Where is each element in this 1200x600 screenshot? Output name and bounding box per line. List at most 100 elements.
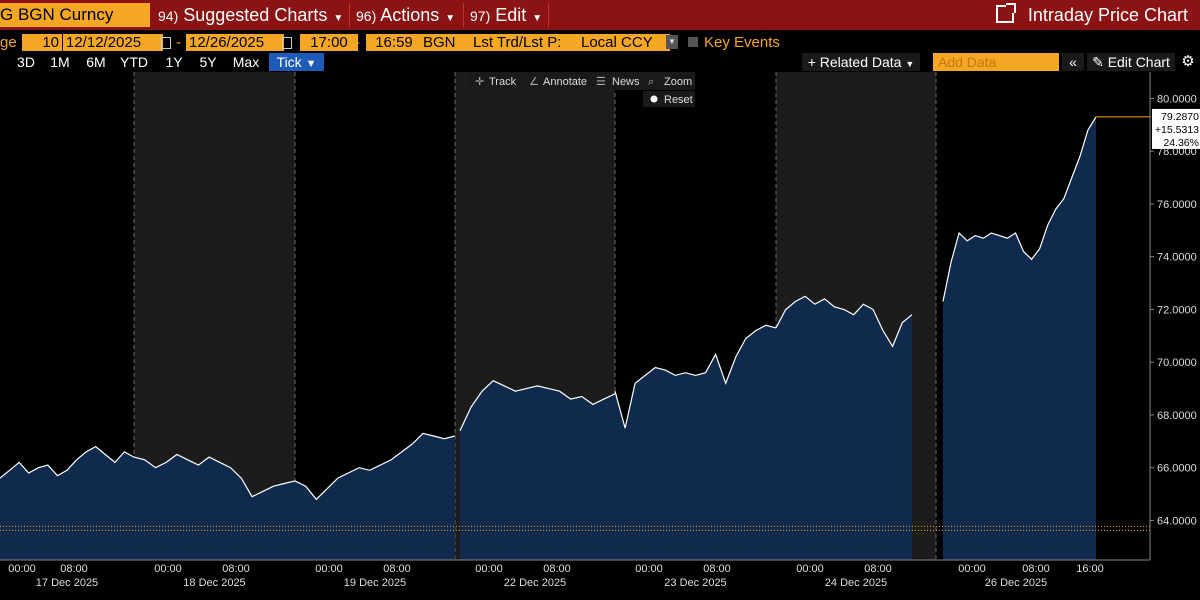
- last-value-price: 79.2870: [1161, 111, 1199, 123]
- range-button-ytd[interactable]: YTD: [120, 54, 148, 70]
- range-button-tick[interactable]: Tick ▼: [269, 53, 324, 71]
- news-button[interactable]: News: [612, 76, 640, 88]
- chevron-down-icon: ▼: [532, 13, 543, 24]
- chart-tools-bar: [467, 72, 695, 90]
- price-line-segment: [133, 453, 296, 498]
- price-area-segment: [943, 116, 1096, 561]
- y-tick-label: 72.0000: [1157, 304, 1197, 316]
- y-tick-label: 68.0000: [1157, 410, 1197, 422]
- x-time-label: 08:00: [1022, 563, 1050, 575]
- range-button-3d[interactable]: 3D: [17, 54, 35, 70]
- track-button[interactable]: Track: [489, 76, 517, 88]
- range-label: ge: [0, 34, 17, 51]
- menu-label: Actions: [380, 5, 440, 25]
- tick-label: Tick: [276, 54, 302, 70]
- x-time-label: 08:00: [60, 563, 88, 575]
- source-input[interactable]: BGN: [420, 34, 470, 51]
- pencil-icon: ✎: [1092, 54, 1104, 70]
- key-events-label: Key Events: [704, 34, 780, 51]
- y-tick-label: 80.0000: [1157, 93, 1197, 105]
- range-button-1m[interactable]: 1M: [50, 54, 70, 70]
- pop-out-icon[interactable]: [995, 3, 1016, 23]
- related-data-button[interactable]: + Related Data ▼: [802, 53, 920, 71]
- x-time-label: 16:00: [1076, 563, 1104, 575]
- chevron-down-icon: ▼: [305, 58, 317, 70]
- x-time-label: 08:00: [543, 563, 571, 575]
- annotate-button[interactable]: Annotate: [543, 76, 587, 88]
- x-time-label: 00:00: [796, 563, 824, 575]
- gear-icon[interactable]: ⚙: [1181, 53, 1195, 70]
- menu-number: 96): [356, 8, 377, 24]
- actions-menu[interactable]: 96) Actions ▼: [356, 0, 455, 30]
- end-date-input[interactable]: 12/26/2025: [186, 34, 284, 51]
- x-time-label: 00:00: [8, 563, 36, 575]
- price-line-segment: [942, 116, 1097, 302]
- edit-chart-button[interactable]: ✎ Edit Chart: [1087, 53, 1175, 71]
- time-separator: -: [355, 34, 360, 51]
- x-date-label: 24 Dec 2025: [825, 577, 887, 589]
- range-button-5y[interactable]: 5Y: [199, 54, 217, 70]
- price-line-segment: [294, 432, 456, 501]
- reset-button-bg: [643, 91, 695, 107]
- last-value-change: +15.5313: [1155, 124, 1199, 136]
- range-button-max[interactable]: Max: [232, 54, 260, 70]
- menu-divider: [349, 3, 350, 27]
- price-line-segment: [459, 379, 616, 432]
- start-time-input[interactable]: 17:00: [300, 34, 358, 51]
- period-input[interactable]: 10: [22, 34, 62, 51]
- price-line-segment: [614, 324, 777, 429]
- price-area-segment: [460, 380, 615, 560]
- price-chart[interactable]: 80.0000 78.0000 76.0000 74.0000 72.0000 70.00…: [0, 72, 1200, 600]
- price-area: [0, 116, 1097, 561]
- reset-icon: [650, 95, 658, 103]
- suggested-charts-menu[interactable]: 94) Suggested Charts ▼: [158, 0, 343, 30]
- calendar-icon[interactable]: [161, 37, 171, 49]
- x-time-label: 08:00: [383, 563, 411, 575]
- y-tick-label: 76.0000: [1157, 199, 1197, 211]
- last-value-pct: 24.36%: [1163, 137, 1199, 149]
- menu-label: Suggested Charts: [183, 5, 328, 25]
- x-time-label: 00:00: [635, 563, 663, 575]
- x-date-label: 22 Dec 2025: [504, 577, 566, 589]
- range-button-6m[interactable]: 6M: [86, 54, 106, 70]
- price-area-segment: [134, 454, 295, 560]
- menu-number: 97): [470, 8, 491, 24]
- x-time-label: 00:00: [315, 563, 343, 575]
- menu-divider: [463, 3, 464, 27]
- x-date-label: 26 Dec 2025: [985, 577, 1047, 589]
- y-tick-label: 74.0000: [1157, 252, 1197, 264]
- currency-select[interactable]: Local CCY: [578, 34, 670, 51]
- price-area-segment: [295, 433, 455, 560]
- x-date-label: 23 Dec 2025: [664, 577, 726, 589]
- x-time-label: 00:00: [958, 563, 986, 575]
- edit-menu[interactable]: 97) Edit ▼: [470, 0, 542, 30]
- menu-label: Edit: [495, 5, 527, 25]
- end-time-input[interactable]: 16:59: [366, 34, 422, 51]
- ticker-field[interactable]: G BGN Curncy: [0, 3, 150, 27]
- reset-button[interactable]: Reset: [664, 94, 693, 106]
- chevron-down-icon[interactable]: ▼: [666, 35, 678, 49]
- key-events-checkbox[interactable]: [688, 37, 698, 47]
- crosshair-icon: ✛: [475, 76, 484, 88]
- annotate-icon: ∠: [529, 76, 539, 88]
- session-bands: [134, 72, 936, 560]
- menu-divider: [548, 3, 549, 27]
- calendar-icon[interactable]: [282, 37, 292, 49]
- y-axis: 80.0000 78.0000 76.0000 74.0000 72.0000 70.00…: [1149, 72, 1197, 560]
- x-time-label: 08:00: [222, 563, 250, 575]
- window-title-text: Intraday Price Chart: [1027, 5, 1188, 25]
- start-date-input[interactable]: 12/12/2025: [63, 34, 163, 51]
- y-tick-label: 64.0000: [1157, 515, 1197, 527]
- edit-chart-label: Edit Chart: [1107, 54, 1170, 70]
- add-data-input[interactable]: [933, 53, 1059, 71]
- collapse-button[interactable]: «: [1062, 53, 1084, 71]
- price-area-segment: [0, 446, 134, 560]
- price-line-segment: [0, 445, 135, 479]
- field-select[interactable]: Lst Trd/Lst P:: [470, 34, 578, 51]
- menu-number: 94): [158, 8, 179, 24]
- zoom-icon: ⌕: [648, 76, 654, 88]
- range-button-1y[interactable]: 1Y: [165, 54, 183, 70]
- zoom-button[interactable]: Zoom: [664, 76, 692, 88]
